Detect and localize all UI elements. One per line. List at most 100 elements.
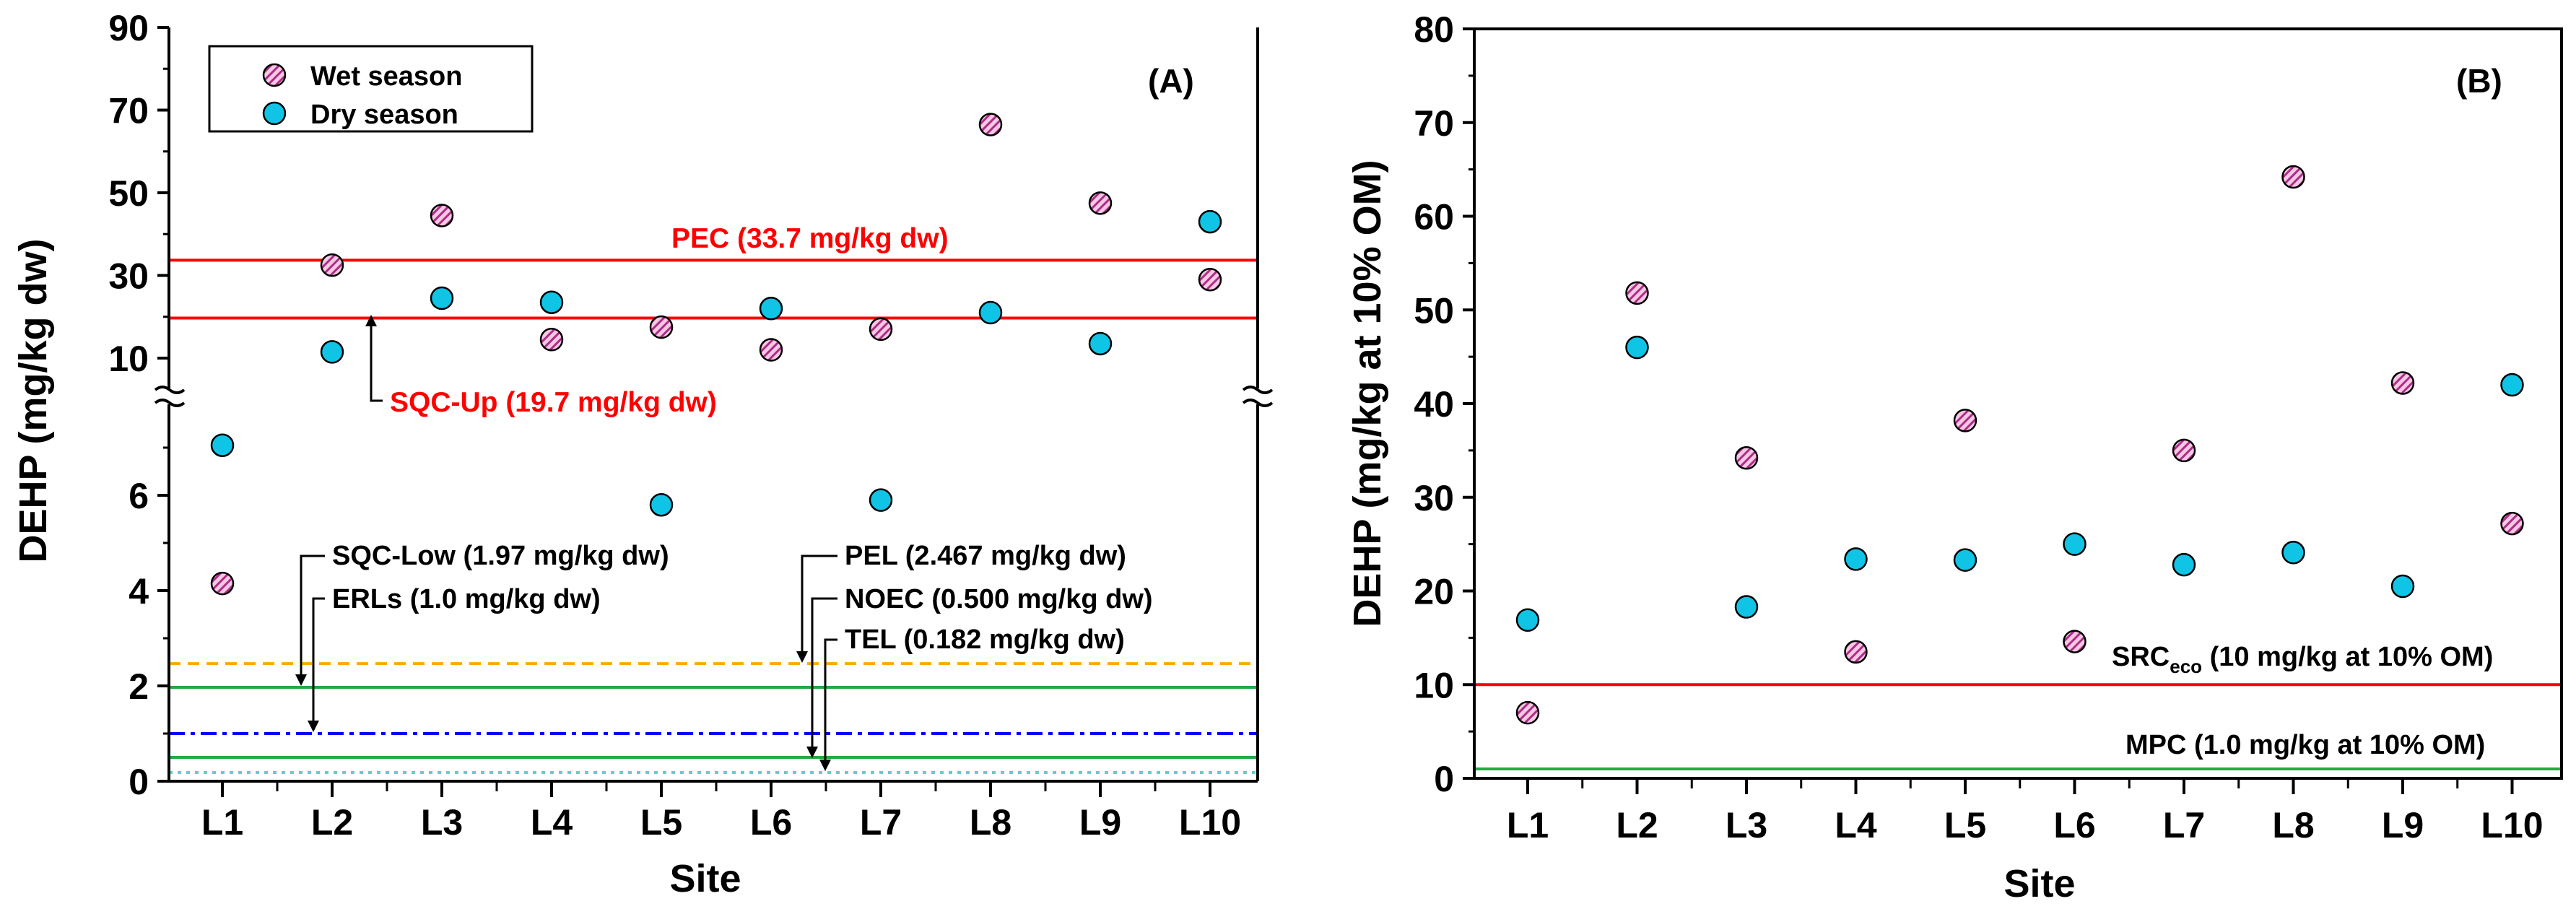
panel-a-axis-break-right-top [1242,386,1274,394]
pec-label: PEC (33.7 mg/kg dw) [671,223,949,254]
panel-a-upper-tick-label: 50 [108,173,149,214]
panel-a-lower-tick-label: 0 [129,762,149,802]
dry-season-point-L3 [430,286,454,310]
panel-b-reference-lines [1474,683,2562,771]
mpc-label: MPC (1.0 mg/kg at 10% OM) [2125,730,2485,760]
sqc-low-arrowhead [295,674,307,686]
panel-a-x-tick-label: L4 [531,802,573,843]
wet-season-point-L7 [2172,438,2196,463]
panel-a-x-tick-label: L6 [750,802,792,843]
dry-season-point-L2 [1625,335,1649,360]
sqc-up-pointer [365,315,383,402]
erls-leader-line [312,597,325,725]
wet-season-point-L4 [1844,640,1868,664]
wet-season-point-L9 [2390,371,2415,395]
legend-label-wet-season: Wet season [310,61,462,92]
sqc-up-arrowhead [365,315,377,326]
panel-a-x-tick-label: L9 [1079,802,1121,843]
legend: Wet season Dry season [208,45,534,133]
dry-season-point-L4 [1844,547,1868,571]
panel-b-y-tick-label: 70 [1414,103,1454,144]
dry-season-point-L5 [649,492,674,517]
wet-season-point-L10 [2500,511,2524,536]
legend-label-dry-season: Dry season [310,100,458,130]
panel-b-label: (B) [2456,62,2502,100]
dry-season-point-L9 [2390,574,2415,599]
panel-a-lower-tick-label: 4 [129,571,149,612]
src-eco-label-subscript: eco [2170,656,2202,677]
panel-a-lower-tick-label: 2 [129,666,149,707]
dry-season-point-L7 [869,488,893,512]
panel-b-x-tick-label: L5 [1944,805,1986,845]
wet-season-point-L10 [1198,267,1222,292]
tel-leader-line [824,638,837,764]
src-eco-label: SRCeco (10 mg/kg at 10% OM) [2112,642,2493,677]
wet-season-point-L6 [759,338,783,362]
wet-season-point-L1 [1515,700,1540,725]
legend-marker-wet-season [262,63,287,87]
dry-season-point-L6 [2063,532,2087,556]
panel-b-x-tick-label: L9 [2382,805,2424,845]
sqc-up-label: SQC-Up (19.7 mg/kg dw) [390,387,717,418]
erls-label: ERLs (1.0 mg/kg dw) [332,584,601,614]
dry-season-point-L1 [1515,608,1540,632]
panel-a-x-tick-label: L8 [970,802,1011,843]
panel-a-upper-tick-label: 10 [108,339,149,379]
panel-b-y-tick-label: 10 [1414,665,1454,705]
panel-a-label: (A) [1148,62,1194,100]
panel-a-x-tick-label: L5 [640,802,682,843]
panel-a-x-tick-label: L2 [311,802,353,843]
panel-a-axes: 10 30 50 70 90 0 2 4 6 L1 L2 L3 L4 L5 L6 L7 L8 L9 L10 [108,8,1274,843]
dry-season-point-L1 [210,433,235,457]
lower-annotation-pointers [300,554,837,764]
wet-season-point-L4 [539,327,564,352]
panel-a-data-points [210,113,1222,596]
wet-season-point-L9 [1088,191,1113,215]
panel-a-axis-break-right-bottom [1242,399,1274,407]
wet-season-point-L5 [1953,409,1977,432]
dry-season-point-L4 [539,290,564,314]
panel-b-x-tick-label: L8 [2272,805,2314,845]
sqc-up-leader-line [370,322,383,402]
panel-b-y-tick-label: 30 [1414,478,1454,518]
panel-a: 10 30 50 70 90 0 2 4 6 L1 L2 L3 L4 L5 L6 L7 L8 L9 L10 Wet … [12,8,1274,900]
panel-a-x-tick-label: L10 [1179,802,1241,843]
panel-a-lower-tick-label: 6 [129,476,149,516]
panel-b-x-tick-label: L7 [2163,805,2205,845]
wet-season-point-L1 [210,571,235,596]
dry-season-point-L8 [978,300,1003,325]
panel-b-x-axis-title: Site [2003,862,2075,905]
panel-a-x-axis-title: Site [669,857,741,900]
panel-a-upper-tick-label: 70 [108,91,149,131]
panel-b-y-axis-title: DEHP (mg/kg at 10% OM) [1346,160,1389,627]
dry-season-point-L3 [1734,595,1759,619]
erls-arrowhead [308,721,319,732]
wet-season-point-L8 [978,113,1003,136]
dry-season-point-L8 [2281,541,2305,565]
panel-a-x-tick-label: L3 [421,802,463,843]
panel-a-upper-tick-label: 90 [108,8,149,48]
panel-a-axis-break-left-bottom [154,399,186,407]
sqc-low-leader-line [300,554,325,679]
panel-b-y-tick-label: 20 [1414,572,1454,612]
lower-annotation-arrowheads [295,651,831,771]
panel-b-y-tick-label: 60 [1414,197,1454,238]
tel-label: TEL (0.182 mg/kg dw) [845,625,1125,655]
panel-b-y-tick-label: 50 [1414,290,1454,331]
panel-b-x-tick-label: L1 [1507,805,1549,845]
noec-leader-line [811,597,837,751]
wet-season-point-L6 [2063,630,2087,653]
panel-a-x-tick-label: L7 [860,802,902,843]
panel-b-x-tick-label: L6 [2053,805,2095,845]
src-eco-label-main: SRC [2112,642,2170,672]
legend-box [208,45,534,133]
src-eco-label-rest: (10 mg/kg at 10% OM) [2202,642,2493,672]
panel-b-x-tick-label: L2 [1616,805,1658,845]
tel-arrowhead [819,760,831,771]
wet-season-point-L3 [430,204,454,227]
panel-b-x-tick-label: L10 [2481,805,2543,845]
noec-arrowhead [806,747,818,758]
panel-a-x-tick-label: L1 [201,802,243,843]
panel-a-y-axis-title: DEHP (mg/kg dw) [12,238,55,562]
